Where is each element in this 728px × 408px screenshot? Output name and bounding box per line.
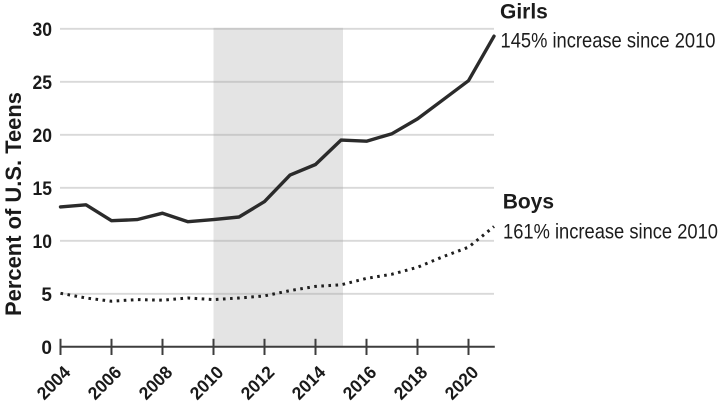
svg-text:5: 5 [41,285,52,306]
svg-text:25: 25 [33,73,53,94]
svg-text:2006: 2006 [84,362,125,403]
svg-text:Boys: Boys [503,190,554,213]
svg-text:2010: 2010 [186,362,227,403]
svg-text:15: 15 [33,179,53,200]
svg-text:2014: 2014 [288,362,329,403]
svg-text:Girls: Girls [500,1,548,24]
svg-text:2018: 2018 [390,362,431,403]
svg-text:161% increase since 2010: 161% increase since 2010 [503,221,718,244]
svg-text:0: 0 [41,338,52,359]
svg-text:2004: 2004 [33,362,74,403]
svg-text:145% increase since 2010: 145% increase since 2010 [501,30,716,53]
svg-text:Percent of U.S. Teens: Percent of U.S. Teens [1,92,26,316]
svg-text:10: 10 [33,232,53,253]
svg-text:2008: 2008 [135,362,176,403]
svg-text:2016: 2016 [339,362,380,403]
svg-text:2012: 2012 [237,362,278,403]
svg-text:30: 30 [33,20,53,41]
svg-text:20: 20 [33,126,53,147]
svg-text:2020: 2020 [441,362,482,403]
